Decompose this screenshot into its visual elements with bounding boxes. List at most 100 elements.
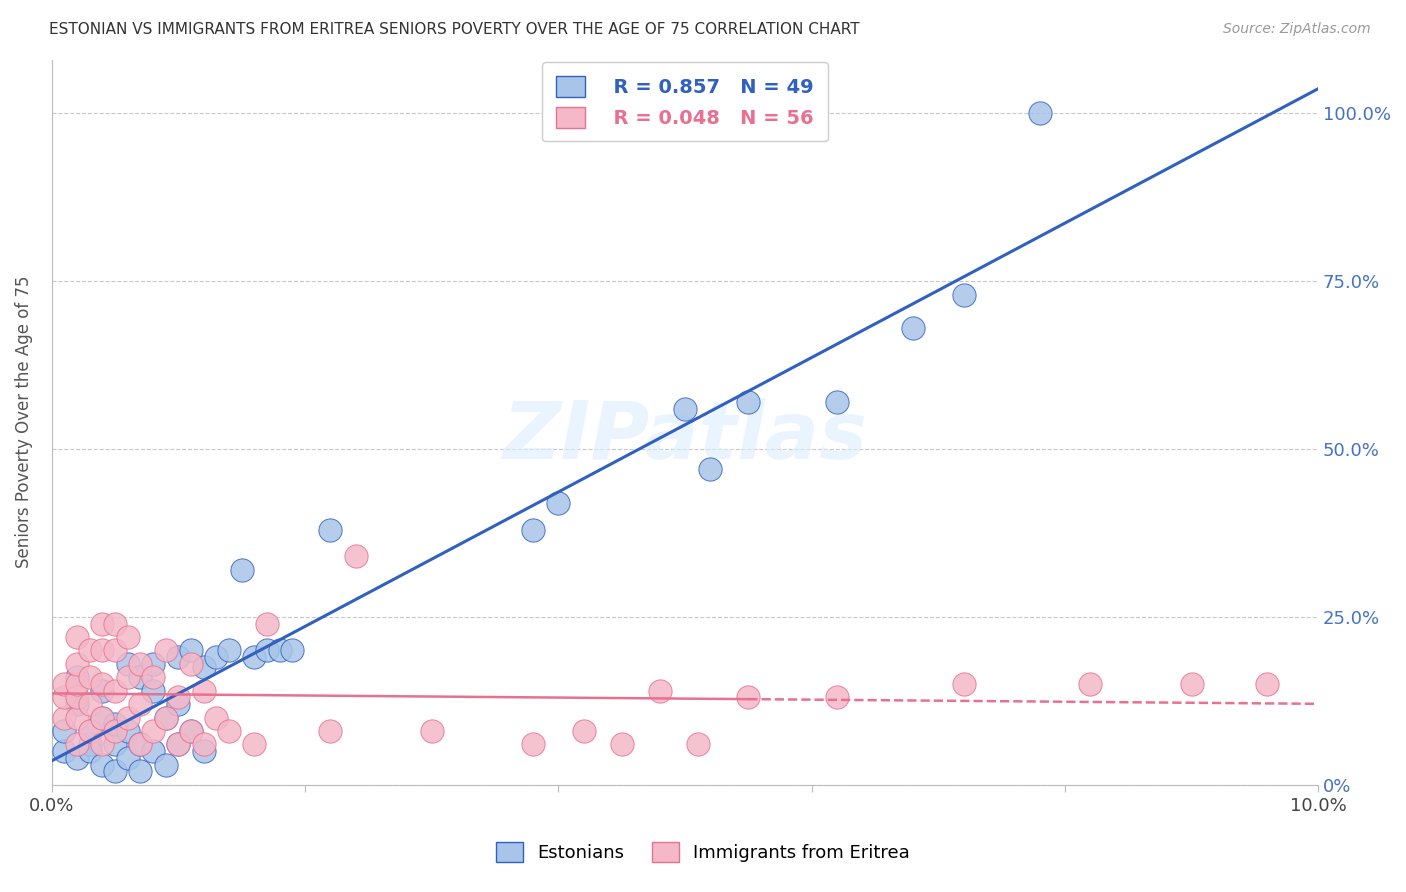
Point [547, 496, 569, 510]
Point [901, 321, 924, 335]
Point [129, 657, 152, 671]
Point [91, 643, 114, 657]
Point [167, 738, 190, 752]
Point [167, 738, 190, 752]
Point [79, 643, 101, 657]
Point [686, 738, 709, 752]
Point [79, 738, 101, 752]
Point [825, 690, 848, 705]
Text: Source: ZipAtlas.com: Source: ZipAtlas.com [1223, 22, 1371, 37]
Legend: Estonians, Immigrants from Eritrea: Estonians, Immigrants from Eritrea [489, 835, 917, 870]
Point [319, 523, 342, 537]
Point [53, 677, 76, 691]
Point [193, 744, 215, 758]
Point [91, 710, 114, 724]
Point [1256, 677, 1278, 691]
Point [142, 724, 165, 739]
Point [180, 657, 202, 671]
Point [53, 724, 76, 739]
Point [142, 683, 165, 698]
Point [66, 751, 89, 765]
Point [142, 744, 165, 758]
Text: ZIPatlas: ZIPatlas [502, 398, 868, 475]
Point [243, 738, 266, 752]
Point [53, 744, 76, 758]
Point [91, 616, 114, 631]
Point [737, 395, 759, 409]
Point [243, 650, 266, 665]
Point [167, 650, 190, 665]
Point [522, 523, 544, 537]
Point [79, 697, 101, 711]
Point [180, 724, 202, 739]
Point [699, 462, 721, 476]
Point [91, 677, 114, 691]
Point [825, 395, 848, 409]
Point [129, 764, 152, 779]
Point [218, 724, 240, 739]
Point [648, 683, 671, 698]
Point [180, 724, 202, 739]
Point [66, 670, 89, 684]
Point [53, 690, 76, 705]
Point [117, 724, 139, 739]
Point [193, 683, 215, 698]
Point [193, 738, 215, 752]
Point [66, 690, 89, 705]
Point [66, 738, 89, 752]
Y-axis label: Seniors Poverty Over the Age of 75: Seniors Poverty Over the Age of 75 [15, 276, 32, 568]
Point [572, 724, 595, 739]
Point [79, 670, 101, 684]
Point [155, 643, 177, 657]
Point [117, 751, 139, 765]
Point [952, 287, 974, 301]
Point [66, 710, 89, 724]
Point [79, 744, 101, 758]
Point [91, 683, 114, 698]
Point [91, 710, 114, 724]
Text: ESTONIAN VS IMMIGRANTS FROM ERITREA SENIORS POVERTY OVER THE AGE OF 75 CORRELATI: ESTONIAN VS IMMIGRANTS FROM ERITREA SENI… [49, 22, 860, 37]
Point [66, 657, 89, 671]
Point [117, 710, 139, 724]
Point [104, 643, 127, 657]
Point [104, 724, 127, 739]
Point [104, 738, 127, 752]
Point [129, 738, 152, 752]
Point [180, 643, 202, 657]
Point [269, 643, 291, 657]
Point [522, 738, 544, 752]
Point [104, 717, 127, 731]
Point [66, 677, 89, 691]
Point [104, 683, 127, 698]
Point [91, 738, 114, 752]
Point [104, 764, 127, 779]
Point [1028, 106, 1050, 120]
Point [193, 660, 215, 674]
Point [79, 724, 101, 739]
Point [142, 670, 165, 684]
Point [104, 616, 127, 631]
Point [205, 710, 228, 724]
Point [167, 697, 190, 711]
Point [256, 616, 278, 631]
Point [155, 710, 177, 724]
Point [231, 563, 253, 577]
Point [952, 677, 974, 691]
Point [91, 757, 114, 772]
Point [66, 630, 89, 644]
Point [344, 549, 367, 564]
Point [155, 710, 177, 724]
Point [281, 643, 304, 657]
Point [117, 670, 139, 684]
Point [256, 643, 278, 657]
Point [218, 643, 240, 657]
Point [66, 697, 89, 711]
Point [129, 697, 152, 711]
Point [155, 757, 177, 772]
Point [53, 710, 76, 724]
Point [1180, 677, 1202, 691]
Point [117, 630, 139, 644]
Point [117, 657, 139, 671]
Point [1078, 677, 1101, 691]
Point [205, 650, 228, 665]
